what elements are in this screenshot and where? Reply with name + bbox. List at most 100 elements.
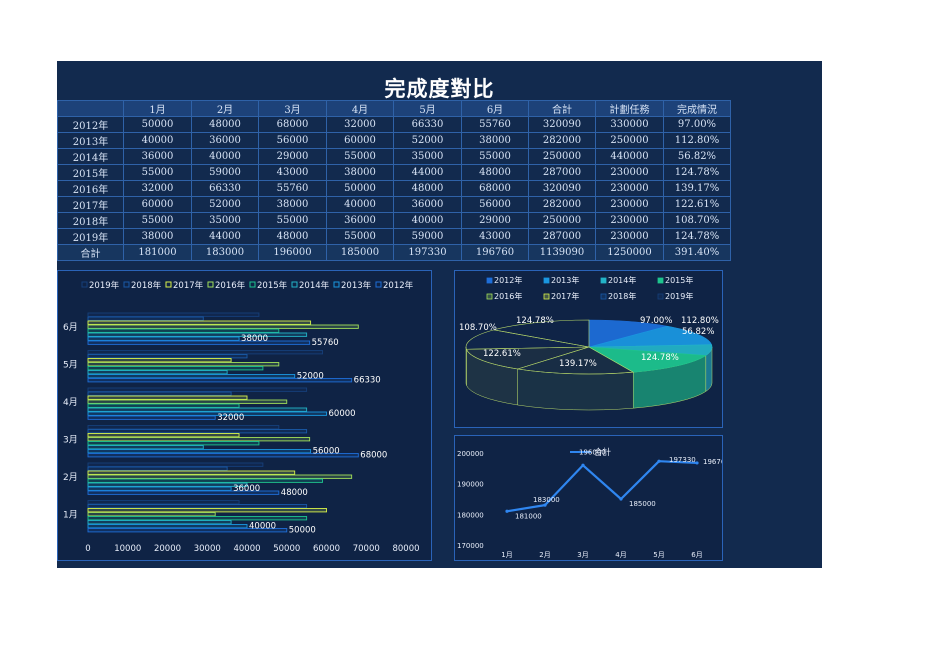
legend-label: 2013年 xyxy=(341,280,372,291)
data-label: 197330 xyxy=(669,456,696,464)
table-cell: 29000 xyxy=(258,148,327,165)
data-label: 56000 xyxy=(313,447,340,457)
legend-label: 2016年 xyxy=(215,280,246,291)
x-tick-label: 70000 xyxy=(353,544,380,554)
data-label: 181000 xyxy=(515,512,542,520)
table-row: 2015年 55000 59000 43000 38000 44000 48000 28700… xyxy=(57,164,731,181)
bar xyxy=(87,399,288,404)
table-cell: 59000 xyxy=(191,164,259,181)
bar xyxy=(87,415,216,420)
table-cell: 139.17% xyxy=(663,180,731,197)
y-tick-label: 3月 xyxy=(63,435,78,446)
bar xyxy=(87,466,228,471)
legend-label: 2019年 xyxy=(89,280,120,291)
bar xyxy=(87,354,248,359)
bar xyxy=(87,411,327,416)
y-tick-label: 2月 xyxy=(63,472,78,483)
bar xyxy=(87,512,216,517)
series-line xyxy=(506,460,698,513)
legend-label: 2012年 xyxy=(494,275,522,285)
table-total-cell: 181000 xyxy=(123,244,192,261)
table-cell: 40000 xyxy=(326,196,394,213)
table-row: 2018年 55000 35000 55000 36000 40000 29000 25000… xyxy=(57,212,731,229)
bar xyxy=(87,391,232,396)
x-tick-label: 3月 xyxy=(577,551,588,559)
bar xyxy=(87,324,359,329)
table-total-cell: 197330 xyxy=(393,244,462,261)
y-tick-label: 6月 xyxy=(63,322,78,333)
table-cell: 55000 xyxy=(326,148,394,165)
legend-label: 2014年 xyxy=(608,275,636,285)
legend-label: 2015年 xyxy=(257,280,288,291)
table-cell: 55000 xyxy=(123,164,192,181)
data-label: 68000 xyxy=(360,451,387,461)
legend-label: 2012年 xyxy=(383,280,414,291)
table-total-cell: 合計 xyxy=(57,244,124,261)
table-cell: 108.70% xyxy=(663,212,731,229)
bar xyxy=(87,340,311,345)
table-cell: 32000 xyxy=(326,116,394,133)
table-cell: 2018年 xyxy=(57,212,124,229)
table-cell: 48000 xyxy=(258,228,327,245)
table-cell: 124.78% xyxy=(663,164,731,181)
table-total-cell: 391.40% xyxy=(663,244,731,261)
table-cell: 35000 xyxy=(393,148,462,165)
legend-label: 2016年 xyxy=(494,291,522,301)
bar xyxy=(87,500,240,505)
bar xyxy=(87,362,280,367)
bar xyxy=(87,528,288,533)
table-cell: 44000 xyxy=(393,164,462,181)
legend-swatch xyxy=(657,293,664,300)
legend-swatch xyxy=(600,277,607,284)
legend-label: 合計 xyxy=(594,447,612,458)
x-tick-label: 4月 xyxy=(615,551,626,559)
table-cell: 43000 xyxy=(461,228,529,245)
column-header xyxy=(57,100,124,117)
data-label: 112.80% xyxy=(681,316,719,326)
x-tick-label: 80000 xyxy=(392,544,419,554)
table-cell: 55000 xyxy=(258,212,327,229)
table-cell: 330000 xyxy=(595,116,664,133)
table-cell: 56000 xyxy=(461,196,529,213)
pie-chart: 2012年 2013年 2014年 2015年 2016年 2017年 2018年 2019年… xyxy=(459,275,719,411)
table-cell: 2013年 xyxy=(57,132,124,149)
table-cell: 97.00% xyxy=(663,116,731,133)
line-chart-panel: 合計 200000 190000 180000 170000 1月 2月 3月 4月 5月 6月 18… xyxy=(454,435,730,561)
table-cell: 230000 xyxy=(595,228,664,245)
bar xyxy=(87,366,264,371)
table-row: 2017年 60000 52000 38000 40000 36000 56000 28200… xyxy=(57,196,731,213)
bar xyxy=(87,407,308,412)
data-label: 97.00% xyxy=(640,316,672,326)
table-cell: 230000 xyxy=(595,164,664,181)
y-tick-label: 170000 xyxy=(457,542,484,550)
table-cell: 38000 xyxy=(461,132,529,149)
table-cell: 56.82% xyxy=(663,148,731,165)
bar xyxy=(87,332,308,337)
column-header: 1月 xyxy=(123,100,192,117)
y-tick-label: 180000 xyxy=(457,511,484,519)
data-label: 50000 xyxy=(289,526,316,536)
bar-chart: 2019年 2018年 2017年 2016年 2015年 2014年 2013年 2012年… xyxy=(63,280,420,554)
table-cell: 250000 xyxy=(595,132,664,149)
table-cell: 40000 xyxy=(123,132,192,149)
table-cell: 230000 xyxy=(595,180,664,197)
x-tick-label: 5月 xyxy=(653,551,664,559)
data-label: 55760 xyxy=(312,338,339,348)
table-cell: 55760 xyxy=(461,116,529,133)
bar xyxy=(87,474,353,479)
table-total-cell: 183000 xyxy=(191,244,259,261)
data-label: 32000 xyxy=(217,413,244,423)
table-cell: 60000 xyxy=(326,132,394,149)
x-tick-label: 20000 xyxy=(154,544,181,554)
table-cell: 44000 xyxy=(191,228,259,245)
bar xyxy=(87,453,359,458)
table-cell: 2019年 xyxy=(57,228,124,245)
data-label: 139.17% xyxy=(559,359,597,369)
pie-slice xyxy=(588,325,712,348)
bar xyxy=(87,378,353,383)
line-chart: 合計 200000 190000 180000 170000 1月 2月 3月 4月 5月 6月 18… xyxy=(457,447,730,559)
legend-label: 2018年 xyxy=(608,291,636,301)
legend-label: 2014年 xyxy=(299,280,330,291)
x-tick-label: 40000 xyxy=(233,544,260,554)
data-label: 56.82% xyxy=(682,327,714,337)
